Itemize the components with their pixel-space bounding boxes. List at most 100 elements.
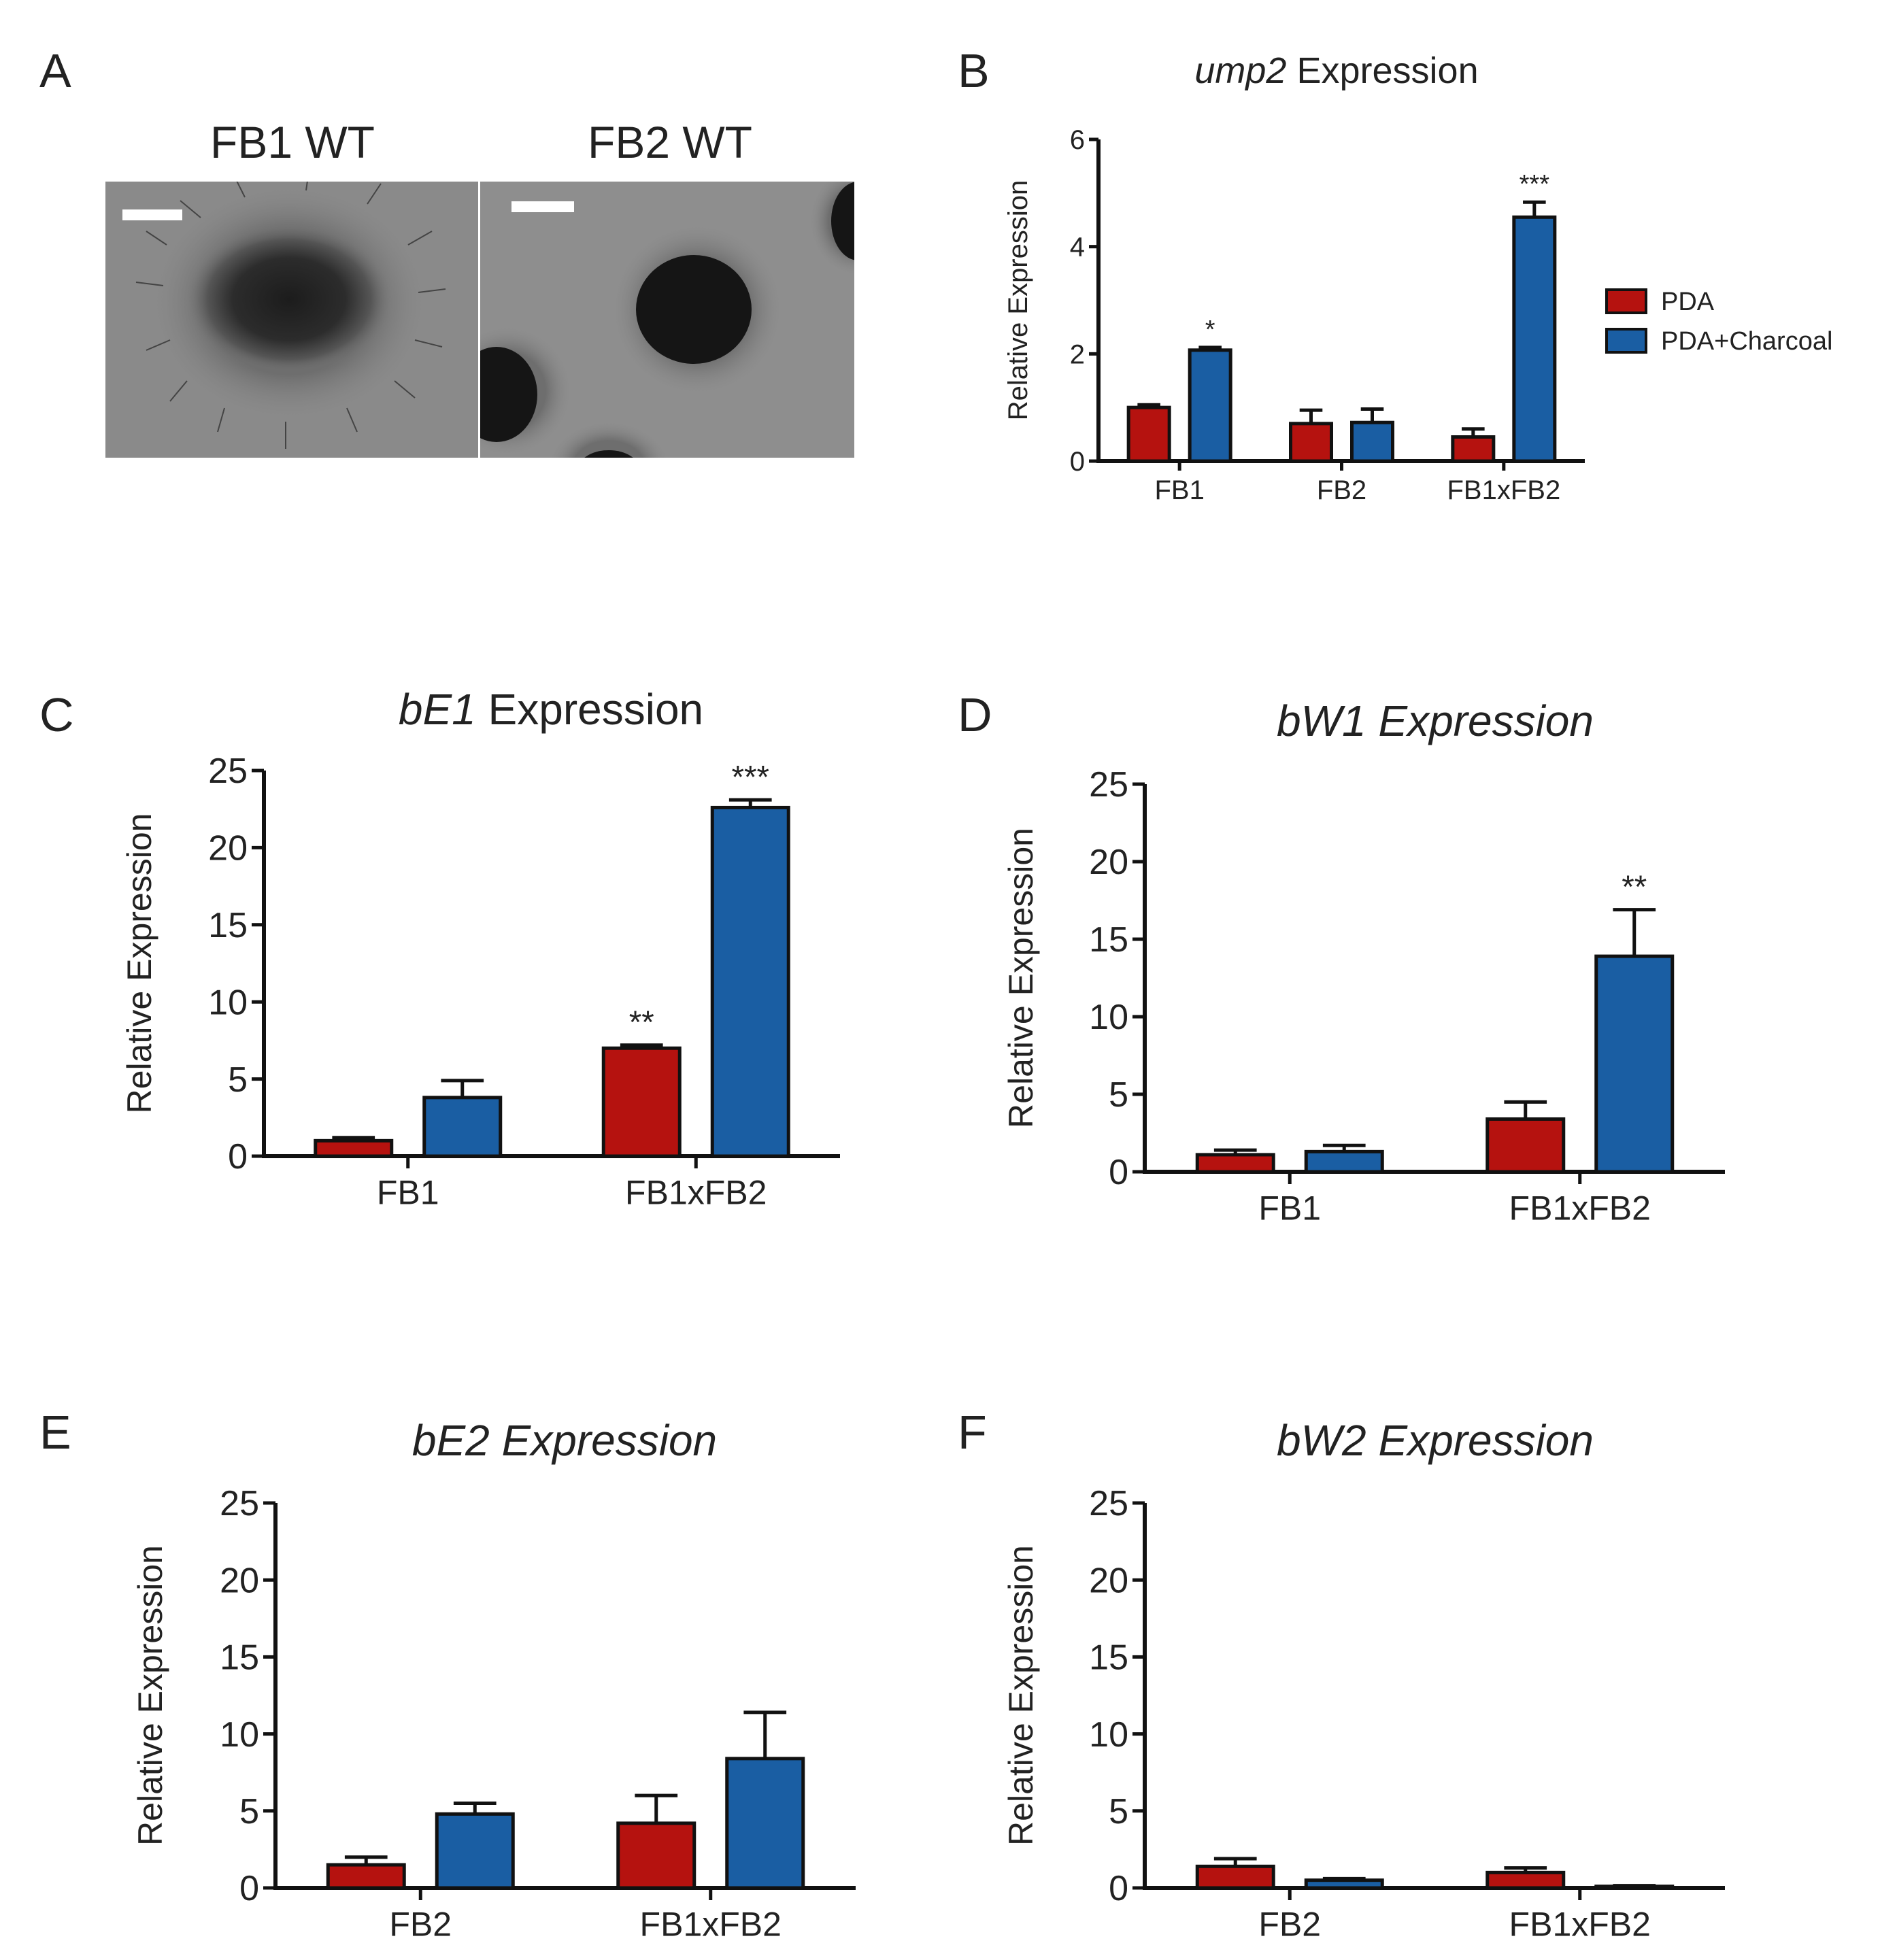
significance-label: ***: [732, 760, 769, 796]
y-tick-label: 15: [1089, 920, 1128, 960]
y-tick-label: 4: [1070, 233, 1085, 263]
micrograph-label-left: FB1 WT: [210, 117, 375, 167]
bar-pda: [1195, 1864, 1275, 1890]
y-tick-label: 5: [228, 1060, 248, 1100]
y-tick-label: 6: [1070, 125, 1085, 155]
y-tick-label: 25: [1089, 765, 1128, 805]
bar-pda: [601, 1046, 682, 1158]
y-axis-label: Relative Expression: [1002, 828, 1040, 1128]
y-tick-label: 25: [208, 751, 248, 791]
bar-pda: [616, 1821, 696, 1890]
y-tick-label: 0: [1109, 1153, 1128, 1192]
y-tick-label: 15: [208, 906, 248, 945]
x-tick-label: FB1: [1258, 1189, 1321, 1228]
x-tick-label: FB1: [377, 1174, 439, 1212]
y-axis-label: Relative Expression: [1003, 180, 1033, 421]
bar-charcoal: [710, 805, 790, 1158]
significance-label: ***: [1520, 170, 1550, 199]
panel-letter-e: E: [39, 1406, 71, 1459]
legend-label-pda: PDA: [1661, 288, 1715, 316]
y-tick-label: 20: [208, 829, 248, 868]
bar-charcoal: [1594, 954, 1675, 1174]
y-tick-label: 5: [1109, 1792, 1128, 1831]
chart-title-italic: ump2: [1194, 50, 1286, 91]
legend-swatch-pda: [1605, 288, 1647, 314]
x-tick-label: FB2: [1317, 475, 1366, 505]
y-tick-label: 10: [220, 1715, 259, 1755]
y-axis-label: Relative Expression: [1002, 1545, 1040, 1846]
chart-be1-expression: bE1 Expression Relative Expression 0 5 10 15 2…: [120, 685, 840, 1212]
y-tick-label: 0: [1070, 447, 1085, 477]
chart-title: bW2 Expression: [1277, 1416, 1594, 1465]
panel-letter-a: A: [39, 44, 71, 97]
scale-bar-left: [122, 209, 182, 220]
chart-title: bE1 Expression: [399, 685, 703, 734]
bar-charcoal: [1304, 1878, 1384, 1890]
panel-letter-f: F: [958, 1406, 987, 1459]
micrograph-label-right: FB2 WT: [588, 117, 752, 167]
chart-title-rest: Expression: [476, 685, 703, 734]
bar-charcoal: [1512, 215, 1557, 463]
y-tick-label: 10: [208, 983, 248, 1022]
bar-pda: [1485, 1117, 1566, 1174]
y-axis-label: Relative Expression: [131, 1545, 169, 1846]
y-tick-label: 0: [1109, 1869, 1128, 1908]
y-tick-label: 15: [1089, 1638, 1128, 1678]
x-tick-label: FB1xFB2: [640, 1906, 782, 1944]
y-tick-label: 10: [1089, 998, 1128, 1037]
bar-pda: [1126, 405, 1171, 463]
y-tick-label: 5: [1109, 1075, 1128, 1115]
y-tick-label: 5: [239, 1792, 259, 1831]
y-axis-label: Relative Expression: [120, 813, 158, 1114]
bar-pda: [326, 1863, 406, 1890]
panel-letter-b: B: [958, 44, 990, 97]
bar-pda: [1451, 435, 1496, 463]
y-tick-label: 15: [220, 1638, 259, 1678]
y-tick-label: 0: [228, 1137, 248, 1177]
y-tick-label: 0: [239, 1869, 259, 1908]
y-tick-label: 20: [1089, 1561, 1128, 1600]
x-tick-label: FB1: [1154, 475, 1204, 505]
bar-pda: [314, 1138, 394, 1158]
chart-title-italic: bE2 Expression: [412, 1416, 717, 1465]
x-tick-label: FB1xFB2: [625, 1174, 767, 1212]
chart-bw2-expression: bW2 Expression Relative Expression 0 5 10 15 2…: [1002, 1416, 1725, 1944]
bar-charcoal: [1350, 420, 1394, 463]
chart-title: bE2 Expression: [412, 1416, 717, 1465]
bar-charcoal: [1304, 1149, 1384, 1174]
chart-title-rest: Expression: [1286, 50, 1478, 91]
panel-letter-c: C: [39, 688, 74, 741]
significance-label: *: [1205, 316, 1215, 344]
bar-pda: [1485, 1870, 1566, 1890]
significance-label: **: [629, 1004, 654, 1041]
y-tick-label: 25: [1089, 1484, 1128, 1523]
y-tick-label: 20: [1089, 843, 1128, 882]
bar-charcoal: [1188, 348, 1232, 463]
panel-letter-d: D: [958, 688, 992, 741]
x-tick-label: FB2: [389, 1906, 452, 1944]
bar-pda: [1195, 1153, 1275, 1174]
y-tick-label: 20: [220, 1561, 259, 1600]
chart-title: bW1 Expression: [1277, 696, 1594, 745]
micrograph-fb1-wt: [105, 182, 478, 458]
legend-swatch-charcoal: [1605, 328, 1647, 354]
x-tick-label: FB1xFB2: [1509, 1906, 1651, 1944]
x-tick-label: FB2: [1258, 1906, 1321, 1944]
significance-label: **: [1622, 869, 1647, 905]
chart-title-italic: bW1 Expression: [1277, 696, 1594, 745]
hyphae-fringe-left: [135, 182, 446, 449]
bar-charcoal: [422, 1096, 503, 1158]
chart-title-italic: bE1: [399, 685, 476, 734]
x-tick-label: FB1xFB2: [1447, 475, 1560, 505]
chart-bw1-expression: bW1 Expression Relative Expression 0 5 10 15 2…: [1002, 696, 1725, 1228]
scale-bar-right: [511, 201, 574, 212]
bar-charcoal: [435, 1812, 515, 1890]
chart-be2-expression: bE2 Expression Relative Expression 0 5 10 15 2…: [131, 1416, 856, 1944]
micrograph-fb2-wt: [480, 182, 854, 458]
y-tick-label: 2: [1070, 339, 1085, 369]
chart-title-italic: bW2 Expression: [1277, 1416, 1594, 1465]
bar-charcoal: [725, 1757, 805, 1890]
legend-label-charcoal: PDA+Charcoal: [1661, 327, 1832, 356]
chart-ump2-expression: ump2 Expression Relative Expression 0 2 4 6 FB…: [1003, 50, 1585, 505]
x-tick-label: FB1xFB2: [1509, 1189, 1651, 1228]
